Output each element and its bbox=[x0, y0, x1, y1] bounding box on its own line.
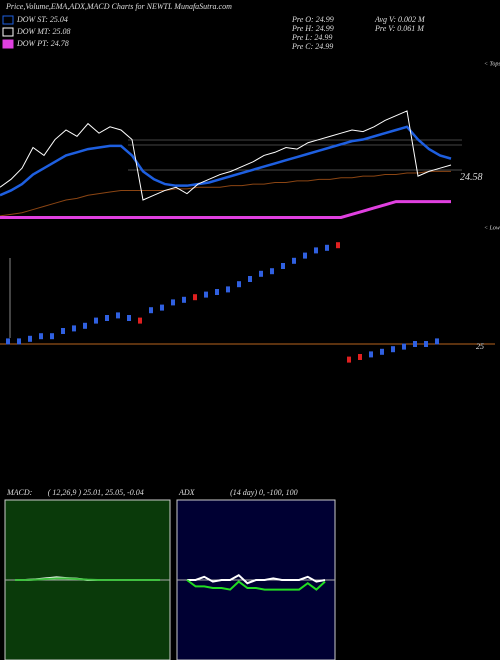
series-line bbox=[15, 577, 160, 581]
series-line bbox=[0, 110, 452, 201]
side-label: < Tops bbox=[484, 61, 500, 67]
candle bbox=[127, 315, 131, 321]
candle bbox=[160, 304, 164, 311]
info-label: Avg V: 0.002 M bbox=[374, 15, 426, 24]
legend-label: DOW MT: 25.08 bbox=[16, 27, 71, 36]
info-label: Pre H: 24.99 bbox=[291, 24, 334, 33]
candle bbox=[413, 341, 417, 347]
candle bbox=[50, 333, 54, 340]
candle bbox=[259, 270, 263, 277]
info-label: Pre C: 24.99 bbox=[291, 42, 333, 51]
series-line bbox=[186, 579, 326, 591]
panel-label: MACD: bbox=[6, 488, 33, 497]
legend-swatch bbox=[2, 27, 14, 37]
legend-swatch bbox=[2, 39, 14, 49]
chart-title: Price,Volume,EMA,ADX,MACD Charts for NEW… bbox=[5, 2, 232, 11]
candle bbox=[380, 348, 384, 355]
candle bbox=[314, 247, 318, 254]
info-label: Pre O: 24.99 bbox=[291, 15, 334, 24]
candle bbox=[347, 356, 351, 363]
legend-label: DOW ST: 25.04 bbox=[16, 15, 68, 24]
candle bbox=[204, 291, 208, 298]
panel-params: (14 day) 0, -100, 100 bbox=[230, 488, 298, 497]
y-tick-label: 24.58 bbox=[460, 172, 483, 183]
candle bbox=[237, 281, 241, 288]
candle bbox=[424, 341, 428, 347]
candle bbox=[292, 257, 296, 264]
candle bbox=[226, 286, 230, 293]
candle bbox=[391, 346, 395, 353]
candle bbox=[281, 263, 285, 269]
candle bbox=[182, 296, 186, 303]
candle bbox=[138, 317, 142, 324]
legend-swatch bbox=[2, 15, 14, 25]
legend-label: DOW PT: 24.78 bbox=[16, 39, 69, 48]
candle bbox=[94, 317, 98, 324]
candle bbox=[72, 325, 76, 332]
panel-label: ADX bbox=[178, 488, 196, 497]
candle bbox=[17, 338, 21, 345]
candle bbox=[215, 289, 219, 295]
panel-params: ( 12,26,9 ) 25.01, 25.05, -0.04 bbox=[48, 488, 144, 497]
candle bbox=[270, 268, 274, 275]
candle bbox=[248, 276, 252, 282]
candle bbox=[61, 328, 65, 334]
candle bbox=[336, 242, 340, 249]
candle bbox=[28, 335, 32, 342]
candle bbox=[39, 333, 43, 340]
series-line bbox=[0, 200, 451, 219]
series-line bbox=[0, 170, 451, 217]
candle bbox=[83, 322, 87, 329]
side-label: < Lows bbox=[484, 225, 500, 231]
candle bbox=[435, 338, 439, 345]
candle bbox=[193, 294, 197, 301]
candle bbox=[116, 312, 120, 319]
series-line bbox=[187, 573, 326, 585]
candle bbox=[149, 307, 153, 314]
info-label: Pre V: 0.061 M bbox=[374, 24, 425, 33]
series-line bbox=[0, 125, 452, 197]
candle bbox=[303, 252, 307, 259]
candle bbox=[105, 315, 109, 321]
candle bbox=[325, 244, 329, 251]
candle bbox=[171, 299, 175, 306]
candle bbox=[358, 354, 362, 360]
candle bbox=[6, 338, 10, 345]
candle bbox=[369, 351, 373, 358]
info-label: Pre L: 24.99 bbox=[291, 33, 332, 42]
candle bbox=[402, 343, 406, 350]
y-tick-label: 25 bbox=[476, 342, 484, 351]
